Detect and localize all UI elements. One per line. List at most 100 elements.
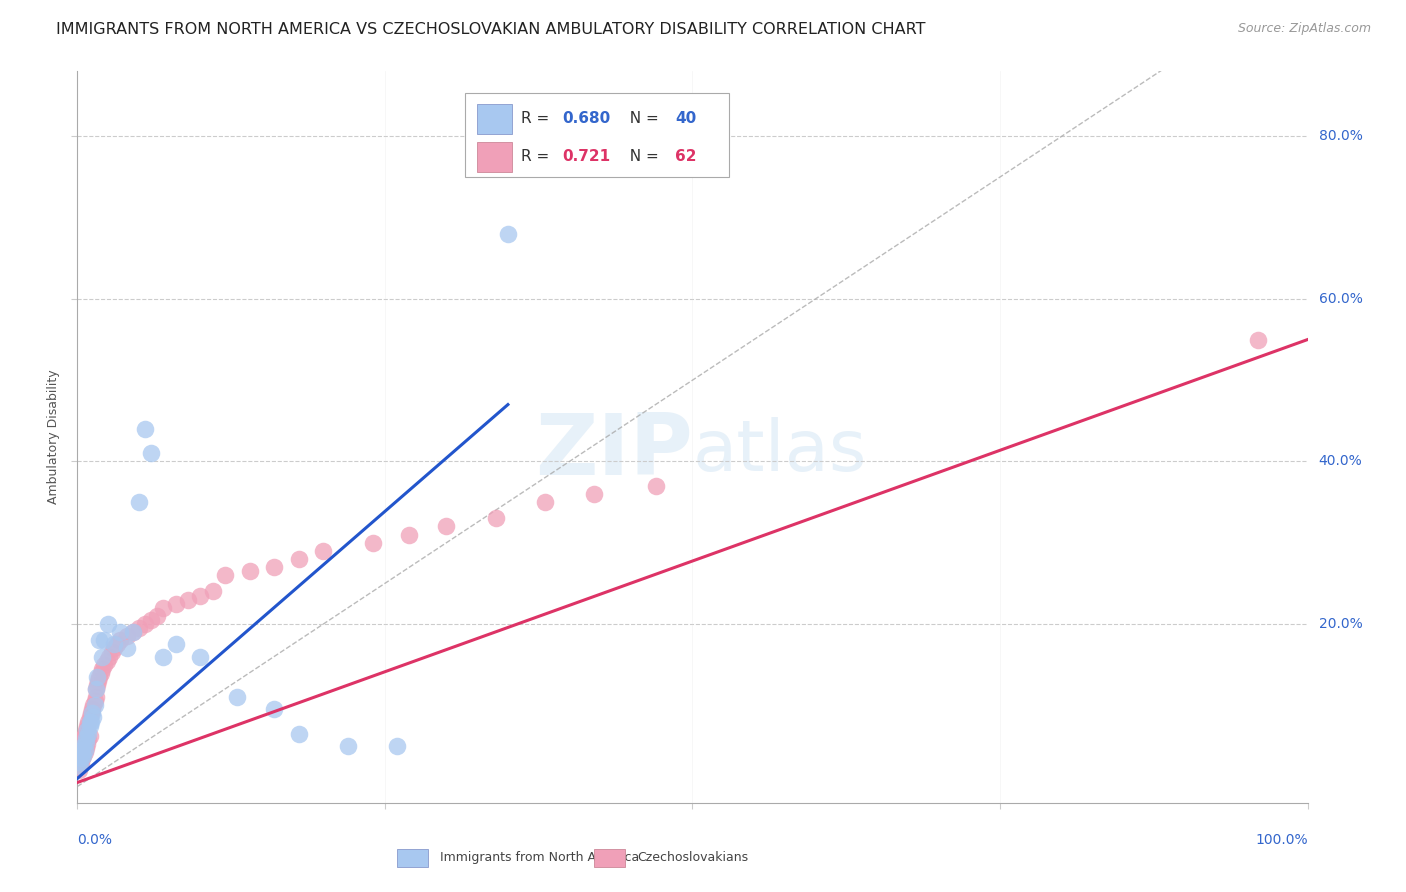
Point bbox=[214, 568, 236, 582]
Point bbox=[72, 748, 94, 763]
Point bbox=[70, 743, 93, 757]
Text: Czechoslovakians: Czechoslovakians bbox=[637, 851, 748, 864]
Text: ZIP: ZIP bbox=[534, 410, 693, 493]
Point bbox=[76, 737, 98, 751]
Point bbox=[87, 673, 110, 688]
Point bbox=[67, 755, 90, 769]
Point bbox=[82, 702, 104, 716]
Point bbox=[75, 740, 97, 755]
Text: 80.0%: 80.0% bbox=[1319, 129, 1362, 144]
Text: 0.0%: 0.0% bbox=[77, 833, 112, 847]
Point bbox=[80, 706, 103, 721]
Point bbox=[73, 746, 96, 760]
Point bbox=[436, 519, 458, 533]
Point bbox=[188, 649, 212, 664]
Text: 20.0%: 20.0% bbox=[1319, 617, 1362, 631]
Text: N =: N = bbox=[620, 112, 664, 127]
Text: 0.721: 0.721 bbox=[562, 150, 610, 164]
Point bbox=[312, 544, 335, 558]
Point bbox=[496, 227, 519, 241]
Point bbox=[152, 649, 174, 664]
Point bbox=[73, 727, 96, 741]
Point bbox=[141, 613, 163, 627]
Point bbox=[69, 747, 91, 761]
Point bbox=[134, 422, 156, 436]
Text: Immigrants from North America: Immigrants from North America bbox=[440, 851, 640, 864]
Point bbox=[110, 633, 132, 648]
Point bbox=[84, 690, 107, 705]
Point bbox=[263, 560, 285, 574]
Point bbox=[84, 681, 107, 696]
Point bbox=[103, 641, 125, 656]
Text: R =: R = bbox=[522, 150, 560, 164]
Point bbox=[72, 731, 94, 745]
Point bbox=[110, 625, 132, 640]
Point bbox=[70, 735, 93, 749]
Point bbox=[90, 649, 114, 664]
Point bbox=[226, 690, 249, 705]
Point bbox=[80, 714, 103, 729]
Point bbox=[128, 495, 150, 509]
Point bbox=[146, 608, 169, 623]
Point bbox=[96, 654, 118, 668]
Text: 60.0%: 60.0% bbox=[1319, 292, 1362, 306]
Point bbox=[534, 495, 557, 509]
Point bbox=[82, 710, 104, 724]
Point bbox=[90, 665, 112, 680]
Point bbox=[288, 727, 311, 741]
Point bbox=[83, 698, 105, 713]
Point bbox=[105, 637, 128, 651]
Point bbox=[98, 649, 121, 664]
Point bbox=[86, 670, 108, 684]
Point bbox=[82, 706, 104, 721]
Point bbox=[83, 694, 105, 708]
Point bbox=[70, 743, 93, 757]
Point bbox=[644, 479, 666, 493]
Point bbox=[67, 755, 90, 769]
Point bbox=[72, 739, 94, 753]
Point bbox=[141, 446, 163, 460]
Point bbox=[86, 678, 108, 692]
Point bbox=[75, 731, 97, 745]
Point bbox=[73, 743, 96, 757]
Y-axis label: Ambulatory Disability: Ambulatory Disability bbox=[46, 370, 60, 504]
Point bbox=[121, 625, 143, 640]
Point bbox=[101, 645, 124, 659]
FancyBboxPatch shape bbox=[465, 94, 730, 178]
Point bbox=[239, 564, 262, 578]
Point bbox=[79, 714, 101, 729]
Point bbox=[398, 527, 420, 541]
Point bbox=[93, 633, 115, 648]
Text: 40: 40 bbox=[675, 112, 696, 127]
Point bbox=[75, 723, 97, 737]
Point bbox=[89, 670, 111, 684]
Text: 100.0%: 100.0% bbox=[1256, 833, 1308, 847]
Point bbox=[77, 732, 100, 747]
Point bbox=[93, 657, 115, 672]
Point bbox=[76, 723, 98, 737]
Point bbox=[152, 600, 174, 615]
Text: 0.680: 0.680 bbox=[562, 112, 610, 127]
Point bbox=[79, 718, 101, 732]
Point bbox=[89, 633, 111, 648]
Point bbox=[97, 617, 120, 632]
Point bbox=[385, 739, 409, 753]
Point bbox=[115, 629, 138, 643]
Point bbox=[72, 748, 94, 763]
Point bbox=[1247, 333, 1270, 347]
Point bbox=[70, 751, 93, 765]
Point bbox=[69, 759, 91, 773]
Bar bbox=[477, 143, 512, 171]
Point bbox=[103, 637, 125, 651]
Point bbox=[201, 584, 224, 599]
Text: IMMIGRANTS FROM NORTH AMERICA VS CZECHOSLOVAKIAN AMBULATORY DISABILITY CORRELATI: IMMIGRANTS FROM NORTH AMERICA VS CZECHOS… bbox=[56, 22, 925, 37]
Point bbox=[79, 729, 101, 743]
Point bbox=[177, 592, 200, 607]
Bar bbox=[595, 848, 624, 867]
Point bbox=[70, 747, 93, 761]
Point bbox=[90, 662, 114, 676]
Point bbox=[583, 487, 606, 501]
Point bbox=[79, 710, 101, 724]
Point bbox=[70, 751, 93, 765]
Point bbox=[76, 718, 98, 732]
